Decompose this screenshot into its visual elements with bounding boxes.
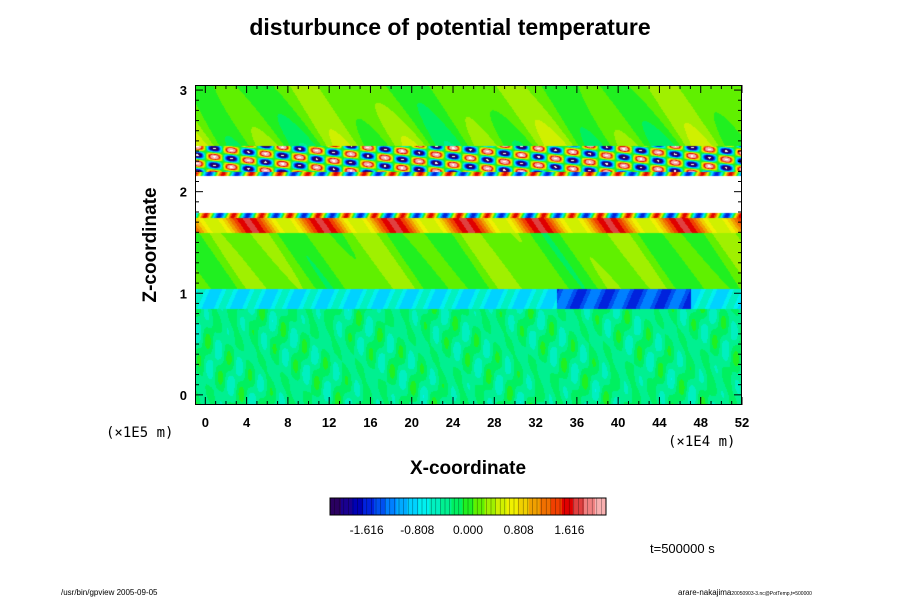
colorbar-swatch: [583, 498, 596, 515]
x-tick-label: 24: [446, 415, 461, 430]
x-tick-label: 20: [405, 415, 419, 430]
colorbar: -1.616 -0.808 0.000 0.808 1.616: [329, 497, 607, 537]
x-tick-label: 36: [570, 415, 584, 430]
y-axis-title: Z-coordinate: [140, 187, 161, 303]
colorbar-swatch: [374, 498, 386, 515]
colorbar-swatch: [396, 498, 408, 515]
colorbar-swatch: [495, 498, 508, 515]
colorbar-swatch: [418, 498, 430, 515]
colorbar-swatch: [363, 498, 375, 515]
y-tick-label: 3: [180, 83, 187, 98]
x-tick-label: 48: [693, 415, 707, 430]
x-tick-label: 12: [322, 415, 336, 430]
y-units-label: (×1E5 m): [106, 425, 174, 441]
heatmap-canvas: [195, 85, 742, 405]
colorbar-swatch: [341, 498, 353, 515]
x-tick-label: 40: [611, 415, 625, 430]
colorbar-tick-label: 1.616: [554, 523, 584, 537]
y-tick-label: 1: [180, 286, 187, 301]
x-units-label: (×1E4 m): [668, 434, 736, 450]
colorbar-swatch: [550, 498, 563, 515]
x-axis-title: X-coordinate: [409, 458, 527, 479]
x-tick-label: 52: [735, 415, 749, 430]
x-tick-label: 8: [284, 415, 291, 430]
x-tick-label: 16: [363, 415, 377, 430]
y-tick-label: 0: [180, 388, 187, 403]
colorbar-swatch: [506, 498, 519, 515]
colorbar-tick-label: 0.000: [453, 523, 483, 537]
colorbar-swatch: [594, 498, 607, 515]
chart-title: disturbunce of potential temperature: [249, 14, 651, 40]
colorbar-swatch: [473, 498, 486, 515]
x-tick-label: 32: [528, 415, 542, 430]
colorbar-swatch: [539, 498, 552, 515]
x-tick-label: 28: [487, 415, 501, 430]
colorbar-swatch: [385, 498, 397, 515]
colorbar-swatch: [352, 498, 364, 515]
x-tick-label: 44: [652, 415, 667, 430]
y-tick-label: 2: [180, 185, 187, 200]
footer-command: /usr/bin/gpview 2005-09-05: [61, 588, 158, 597]
footer-source: arare-nakajima20050903-3.nc@PotTemp,t=50…: [678, 588, 812, 597]
colorbar-swatch: [440, 498, 452, 515]
colorbar-swatch: [561, 498, 574, 515]
x-tick-label: 0: [202, 415, 209, 430]
heatmap-area: [195, 85, 742, 405]
colorbar-tick-label: 0.808: [504, 523, 534, 537]
colorbar-swatch: [572, 498, 585, 515]
colorbar-swatch: [451, 498, 463, 515]
colorbar-swatch: [528, 498, 541, 515]
x-tick-label: 4: [243, 415, 251, 430]
footer-file: 20050903-3.nc@PotTemp,t=500000: [731, 591, 812, 597]
colorbar-frame: [329, 497, 607, 516]
colorbar-swatch: [330, 498, 342, 515]
colorbar-swatch: [429, 498, 441, 515]
colorbar-swatch: [484, 498, 497, 515]
footer-author: arare-nakajima: [678, 588, 732, 597]
colorbar-tick-label: -1.616: [350, 523, 384, 537]
colorbar-tick-label: -0.808: [400, 523, 434, 537]
time-label: t=500000 s: [650, 541, 715, 556]
